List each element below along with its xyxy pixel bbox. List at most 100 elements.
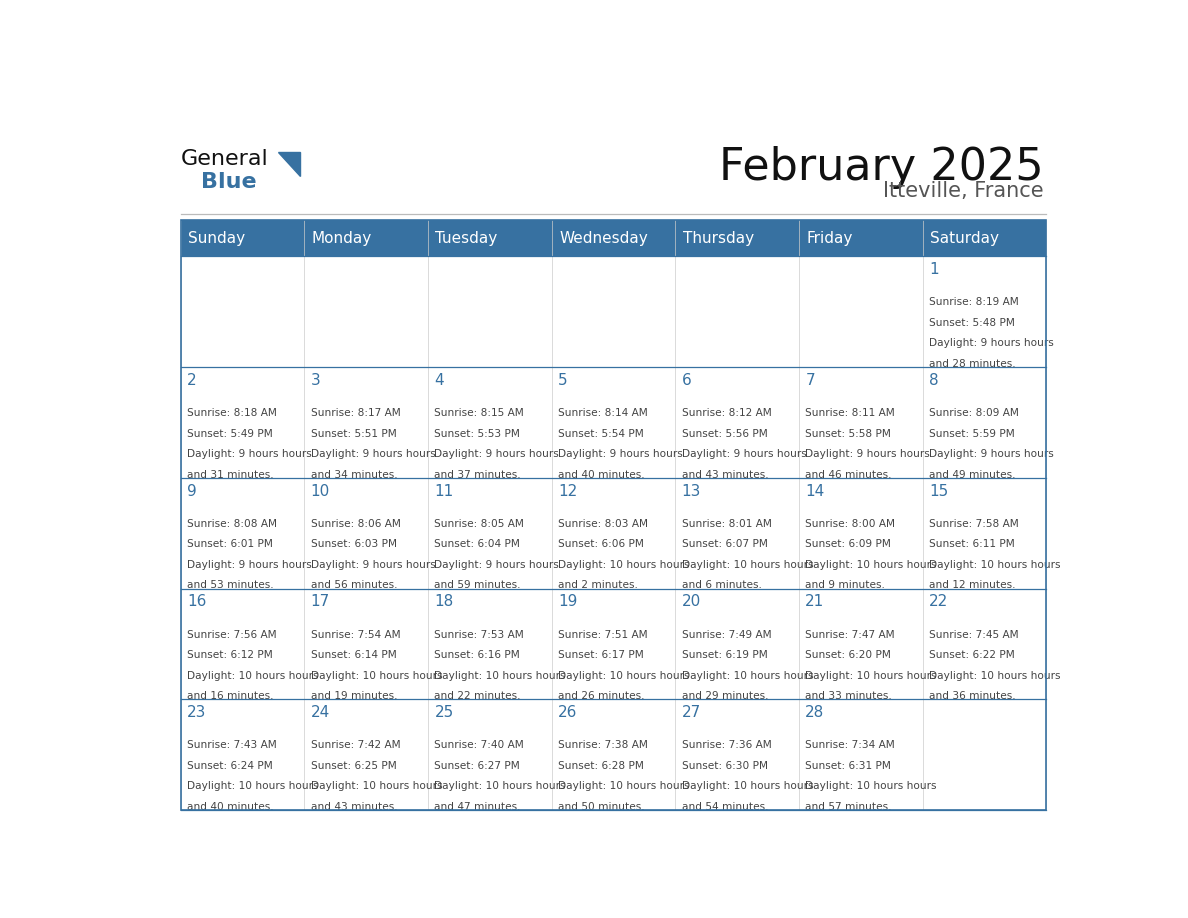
Text: Sunset: 6:24 PM: Sunset: 6:24 PM: [188, 761, 273, 771]
Text: Daylight: 9 hours hours: Daylight: 9 hours hours: [929, 449, 1054, 459]
Text: Sunrise: 7:51 AM: Sunrise: 7:51 AM: [558, 630, 647, 640]
Text: 19: 19: [558, 594, 577, 610]
Bar: [675, 478, 798, 588]
Text: Sunset: 6:31 PM: Sunset: 6:31 PM: [805, 761, 891, 771]
Text: 5: 5: [558, 373, 568, 387]
Bar: [798, 700, 923, 810]
Text: and 28 minutes.: and 28 minutes.: [929, 359, 1016, 369]
Text: Daylight: 10 hours hours: Daylight: 10 hours hours: [188, 781, 318, 791]
Text: Sunrise: 8:03 AM: Sunrise: 8:03 AM: [558, 519, 649, 529]
Text: 24: 24: [311, 705, 330, 720]
Text: Sunrise: 7:38 AM: Sunrise: 7:38 AM: [558, 740, 647, 750]
Text: 4: 4: [435, 373, 444, 387]
Text: Sunrise: 8:06 AM: Sunrise: 8:06 AM: [311, 519, 400, 529]
Text: Daylight: 10 hours hours: Daylight: 10 hours hours: [682, 670, 814, 680]
Text: Daylight: 9 hours hours: Daylight: 9 hours hours: [311, 560, 436, 570]
Text: Itteville, France: Itteville, France: [883, 181, 1043, 201]
Text: Sunday: Sunday: [188, 230, 245, 246]
Text: and 43 minutes.: and 43 minutes.: [682, 470, 769, 479]
Bar: [428, 478, 551, 588]
Bar: [675, 588, 798, 700]
Text: Sunset: 6:30 PM: Sunset: 6:30 PM: [682, 761, 767, 771]
Text: 20: 20: [682, 594, 701, 610]
Text: and 34 minutes.: and 34 minutes.: [311, 470, 398, 479]
Text: and 46 minutes.: and 46 minutes.: [805, 470, 892, 479]
Text: and 53 minutes.: and 53 minutes.: [188, 580, 273, 590]
Text: Sunrise: 7:53 AM: Sunrise: 7:53 AM: [435, 630, 524, 640]
Text: Sunrise: 7:45 AM: Sunrise: 7:45 AM: [929, 630, 1018, 640]
Text: Sunset: 5:53 PM: Sunset: 5:53 PM: [435, 429, 520, 439]
Bar: [304, 478, 428, 588]
Text: Sunrise: 8:14 AM: Sunrise: 8:14 AM: [558, 409, 647, 419]
Text: Sunrise: 7:47 AM: Sunrise: 7:47 AM: [805, 630, 895, 640]
Text: Sunrise: 7:58 AM: Sunrise: 7:58 AM: [929, 519, 1019, 529]
Bar: [551, 700, 675, 810]
Text: Friday: Friday: [807, 230, 853, 246]
Bar: [181, 219, 1047, 810]
Text: Daylight: 10 hours hours: Daylight: 10 hours hours: [805, 781, 937, 791]
Bar: [923, 478, 1047, 588]
Text: Daylight: 10 hours hours: Daylight: 10 hours hours: [311, 781, 442, 791]
Text: Daylight: 10 hours hours: Daylight: 10 hours hours: [558, 781, 689, 791]
Text: Daylight: 9 hours hours: Daylight: 9 hours hours: [682, 449, 807, 459]
Text: Sunrise: 8:00 AM: Sunrise: 8:00 AM: [805, 519, 896, 529]
Text: Sunrise: 7:49 AM: Sunrise: 7:49 AM: [682, 630, 771, 640]
Text: Daylight: 9 hours hours: Daylight: 9 hours hours: [188, 560, 312, 570]
Text: 12: 12: [558, 484, 577, 498]
Text: Sunset: 6:16 PM: Sunset: 6:16 PM: [435, 650, 520, 660]
Text: Sunrise: 7:42 AM: Sunrise: 7:42 AM: [311, 740, 400, 750]
Text: Sunset: 6:03 PM: Sunset: 6:03 PM: [311, 540, 397, 549]
Text: Sunset: 5:48 PM: Sunset: 5:48 PM: [929, 318, 1015, 328]
Text: Sunrise: 8:19 AM: Sunrise: 8:19 AM: [929, 297, 1019, 308]
Text: and 29 minutes.: and 29 minutes.: [682, 691, 769, 701]
Bar: [923, 256, 1047, 367]
Text: Thursday: Thursday: [683, 230, 753, 246]
Text: Sunset: 5:56 PM: Sunset: 5:56 PM: [682, 429, 767, 439]
Text: Monday: Monday: [311, 230, 372, 246]
Text: Sunset: 6:04 PM: Sunset: 6:04 PM: [435, 540, 520, 549]
Bar: [181, 588, 304, 700]
Text: 3: 3: [311, 373, 321, 387]
Text: Daylight: 9 hours hours: Daylight: 9 hours hours: [929, 339, 1054, 349]
Text: Sunset: 6:07 PM: Sunset: 6:07 PM: [682, 540, 767, 549]
Text: 14: 14: [805, 484, 824, 498]
Text: and 56 minutes.: and 56 minutes.: [311, 580, 397, 590]
Bar: [923, 367, 1047, 478]
Text: 6: 6: [682, 373, 691, 387]
Bar: [798, 367, 923, 478]
Text: 25: 25: [435, 705, 454, 720]
Text: and 36 minutes.: and 36 minutes.: [929, 691, 1016, 701]
Text: Daylight: 9 hours hours: Daylight: 9 hours hours: [435, 560, 560, 570]
Text: and 54 minutes.: and 54 minutes.: [682, 801, 769, 812]
Text: 1: 1: [929, 263, 939, 277]
Text: and 16 minutes.: and 16 minutes.: [188, 691, 273, 701]
Text: and 57 minutes.: and 57 minutes.: [805, 801, 892, 812]
Text: 18: 18: [435, 594, 454, 610]
Polygon shape: [278, 151, 301, 176]
Bar: [923, 588, 1047, 700]
Text: Daylight: 10 hours hours: Daylight: 10 hours hours: [311, 670, 442, 680]
Text: Sunrise: 8:01 AM: Sunrise: 8:01 AM: [682, 519, 771, 529]
Text: 21: 21: [805, 594, 824, 610]
Text: Sunrise: 8:12 AM: Sunrise: 8:12 AM: [682, 409, 771, 419]
Text: and 19 minutes.: and 19 minutes.: [311, 691, 397, 701]
Bar: [428, 588, 551, 700]
Bar: [675, 367, 798, 478]
Text: Sunrise: 7:40 AM: Sunrise: 7:40 AM: [435, 740, 524, 750]
Text: Daylight: 9 hours hours: Daylight: 9 hours hours: [311, 449, 436, 459]
Bar: [675, 256, 798, 367]
Text: General: General: [181, 149, 268, 169]
Text: Daylight: 10 hours hours: Daylight: 10 hours hours: [929, 560, 1061, 570]
Text: 7: 7: [805, 373, 815, 387]
Text: Saturday: Saturday: [930, 230, 999, 246]
Text: Daylight: 9 hours hours: Daylight: 9 hours hours: [435, 449, 560, 459]
Bar: [304, 588, 428, 700]
Bar: [551, 367, 675, 478]
Text: and 37 minutes.: and 37 minutes.: [435, 470, 522, 479]
Text: Daylight: 9 hours hours: Daylight: 9 hours hours: [805, 449, 930, 459]
Bar: [181, 256, 304, 367]
Bar: [304, 367, 428, 478]
Text: and 33 minutes.: and 33 minutes.: [805, 691, 892, 701]
Text: Sunset: 6:11 PM: Sunset: 6:11 PM: [929, 540, 1015, 549]
Text: and 43 minutes.: and 43 minutes.: [311, 801, 398, 812]
